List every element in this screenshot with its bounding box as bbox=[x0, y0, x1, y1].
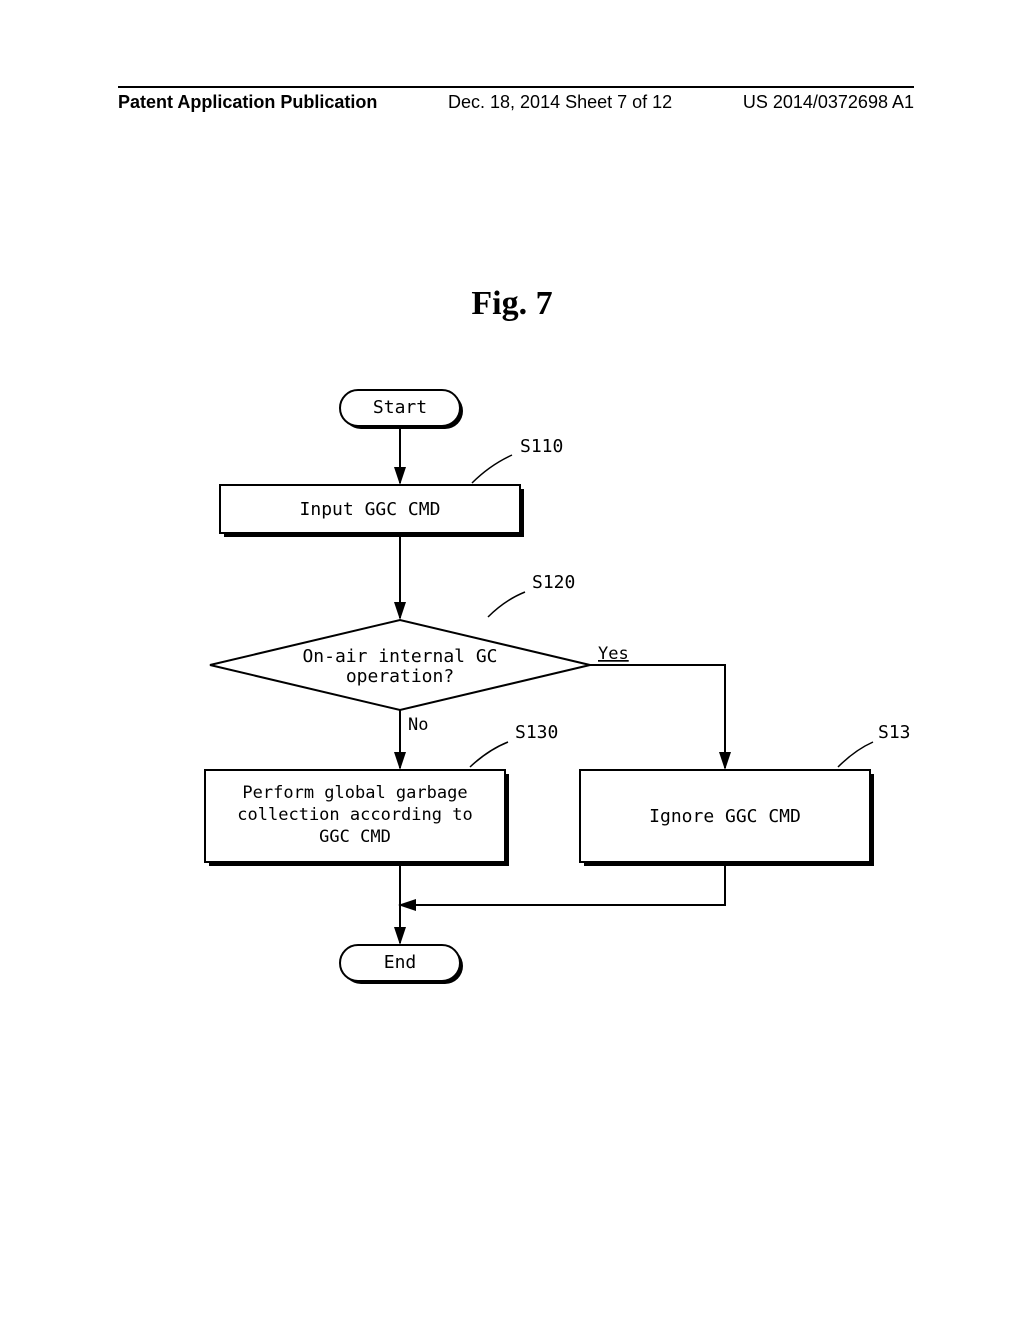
s110-label: Input GGC CMD bbox=[300, 499, 441, 520]
edge-s120-s135 bbox=[590, 665, 725, 768]
edge-yes-label: Yes bbox=[598, 644, 629, 664]
node-start: Start bbox=[340, 390, 463, 429]
start-label: Start bbox=[373, 397, 427, 418]
s135-tag: S135 bbox=[878, 722, 910, 743]
s130-tag: S130 bbox=[515, 722, 558, 743]
node-s135: Ignore GGC CMD bbox=[580, 770, 874, 866]
s130-leader bbox=[470, 742, 508, 767]
edge-s135-merge bbox=[400, 862, 725, 905]
s120-label2: operation? bbox=[346, 666, 454, 687]
end-label: End bbox=[384, 952, 417, 973]
node-s120: On-air internal GC operation? bbox=[210, 620, 590, 710]
header-right: US 2014/0372698 A1 bbox=[743, 92, 914, 113]
node-end: End bbox=[340, 945, 463, 984]
page-header: Patent Application Publication Dec. 18, … bbox=[118, 86, 914, 113]
s120-tag: S120 bbox=[532, 572, 575, 593]
s110-leader bbox=[472, 455, 512, 483]
s110-tag: S110 bbox=[520, 436, 563, 457]
s135-leader bbox=[838, 742, 873, 767]
flowchart-svg: Start Input GGC CMD S110 On-air internal… bbox=[150, 370, 910, 1020]
node-s110: Input GGC CMD bbox=[220, 485, 524, 537]
node-s130: Perform global garbage collection accord… bbox=[205, 770, 509, 866]
s130-label2: collection according to bbox=[237, 805, 472, 825]
header-center: Dec. 18, 2014 Sheet 7 of 12 bbox=[448, 92, 672, 113]
s120-label1: On-air internal GC bbox=[302, 646, 497, 667]
s135-label: Ignore GGC CMD bbox=[649, 806, 801, 827]
figure-title: Fig. 7 bbox=[0, 285, 1024, 323]
s120-leader bbox=[488, 592, 525, 617]
s130-label3: GGC CMD bbox=[319, 827, 391, 847]
header-left: Patent Application Publication bbox=[118, 92, 377, 113]
edge-no-label: No bbox=[408, 715, 428, 735]
s130-label1: Perform global garbage bbox=[242, 783, 467, 803]
